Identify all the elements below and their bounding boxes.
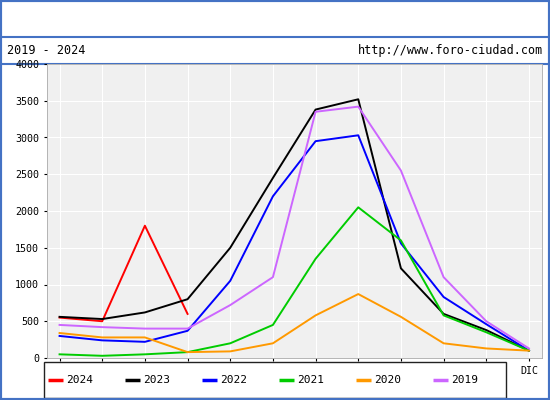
Text: http://www.foro-ciudad.com: http://www.foro-ciudad.com bbox=[358, 44, 543, 57]
Text: 2023: 2023 bbox=[144, 375, 170, 385]
Text: Evolucion Nº Turistas Extranjeros en el municipio de Sant Pol de Mar: Evolucion Nº Turistas Extranjeros en el … bbox=[47, 12, 503, 25]
Text: 2022: 2022 bbox=[221, 375, 248, 385]
Text: 2019: 2019 bbox=[452, 375, 478, 385]
Text: 2024: 2024 bbox=[67, 375, 94, 385]
Text: 2020: 2020 bbox=[375, 375, 402, 385]
Text: 2021: 2021 bbox=[298, 375, 324, 385]
Text: 2019 - 2024: 2019 - 2024 bbox=[7, 44, 85, 57]
